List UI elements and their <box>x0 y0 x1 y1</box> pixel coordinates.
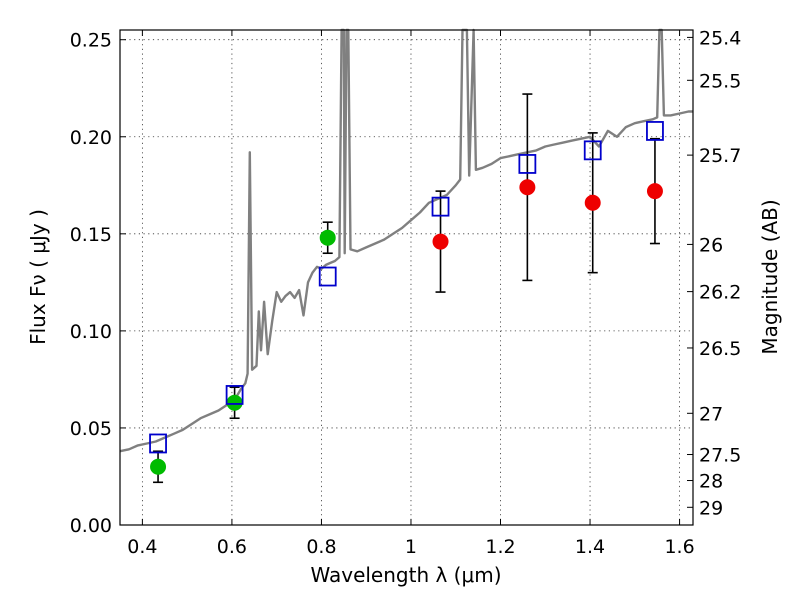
optical-data-point <box>226 394 243 411</box>
x-tick-label: 1 <box>405 536 417 558</box>
y2-tick-label: 25.5 <box>699 70 741 92</box>
y-tick-label: 0.20 <box>70 127 112 149</box>
y-tick-label: 0.00 <box>70 515 112 537</box>
y2-tick-label: 29 <box>699 497 723 519</box>
x-tick-label: 0.8 <box>306 536 336 558</box>
model-band-marker <box>225 385 244 405</box>
y2-axis-label: Magnitude (AB) <box>758 199 782 354</box>
nir-data-point <box>584 194 601 211</box>
model-spectrum-line <box>119 28 693 453</box>
plot-frame <box>119 29 694 526</box>
y2-tick-label: 28 <box>699 471 723 493</box>
optical-data-point <box>319 229 336 246</box>
y2-tick-label: 25.7 <box>699 145 741 167</box>
model-band-marker <box>149 433 167 454</box>
x-tick-label: 0.6 <box>217 536 247 558</box>
ticks-layer: 0.4 0.6 0.8 1 1.2 1.4 1.6 0.00 0.05 0.10 0.15 0.20 0… <box>70 27 742 558</box>
y2-tick-label: 26.5 <box>699 338 741 360</box>
y2-tick-label: 27 <box>699 403 723 425</box>
y2-tick-label: 26 <box>699 234 723 256</box>
model-band-marker <box>583 140 602 161</box>
optical-data-point <box>150 458 167 475</box>
nir-data-point <box>519 179 536 196</box>
y2-tick-label: 27.5 <box>699 445 741 467</box>
model-band-marker <box>646 121 664 141</box>
model-band-marker <box>518 154 537 174</box>
x-axis-label: Wavelength λ (μm) <box>310 563 501 587</box>
model-band-marker <box>431 196 450 217</box>
y-tick-label: 0.05 <box>70 418 112 440</box>
x-tick-label: 1.2 <box>485 536 515 558</box>
y-tick-label: 0.10 <box>70 321 112 343</box>
x-tick-label: 0.4 <box>127 536 157 558</box>
y2-tick-label: 26.2 <box>699 282 741 304</box>
y-tick-label: 0.25 <box>70 30 112 52</box>
nir-data-point <box>646 183 663 200</box>
model-band-marker <box>318 266 337 287</box>
y-tick-label: 0.15 <box>70 224 112 246</box>
y2-tick-label: 25.4 <box>699 27 741 49</box>
data-points-layer <box>149 93 664 484</box>
x-tick-label: 1.4 <box>575 536 605 558</box>
nir-data-point <box>432 233 449 250</box>
y-axis-label: Flux Fν ( μJy ) <box>26 209 50 345</box>
x-tick-label: 1.6 <box>664 536 694 558</box>
model-spectrum-layer <box>119 28 693 453</box>
